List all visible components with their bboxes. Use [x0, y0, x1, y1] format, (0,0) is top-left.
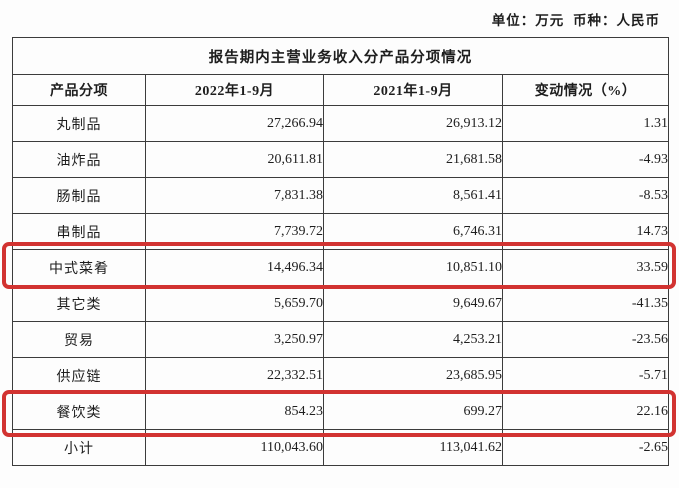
product-label: 肠制品 [12, 177, 146, 214]
change-percent: -8.53 [502, 177, 669, 214]
revenue-breakdown-table: 报告期内主营业务收入分产品分项情况 产品分项 2022年1-9月 2021年1-… [12, 37, 669, 466]
value-2022: 20,611.81 [145, 141, 324, 178]
value-2021: 26,913.12 [323, 105, 503, 142]
table-row: 油炸品 20,611.81 21,681.58 -4.93 [12, 141, 669, 178]
table-row: 串制品 7,739.72 6,746.31 14.73 [12, 213, 669, 250]
value-2021: 113,041.62 [323, 429, 503, 466]
product-label: 油炸品 [12, 141, 146, 178]
value-2022: 14,496.34 [145, 249, 324, 286]
change-percent: -41.35 [502, 285, 669, 322]
value-2022: 7,739.72 [145, 213, 324, 250]
change-percent: 14.73 [502, 213, 669, 250]
table-title: 报告期内主营业务收入分产品分项情况 [12, 37, 669, 75]
value-2021: 9,649.67 [323, 285, 503, 322]
change-percent: 22.16 [502, 393, 669, 430]
value-2021: 23,685.95 [323, 357, 503, 394]
value-2021: 10,851.10 [323, 249, 503, 286]
change-percent: -5.71 [502, 357, 669, 394]
column-header-product: 产品分项 [12, 74, 146, 106]
column-header-change: 变动情况（%） [502, 74, 669, 106]
table-row: 丸制品 27,266.94 26,913.12 1.31 [12, 105, 669, 142]
value-2022: 5,659.70 [145, 285, 324, 322]
column-header-2022: 2022年1-9月 [145, 74, 324, 106]
table-row: 肠制品 7,831.38 8,561.41 -8.53 [12, 177, 669, 214]
value-2021: 6,746.31 [323, 213, 503, 250]
table-row: 贸易 3,250.97 4,253.21 -23.56 [12, 321, 669, 358]
product-label: 餐饮类 [12, 393, 146, 430]
value-2021: 21,681.58 [323, 141, 503, 178]
unit-currency-label: 单位：万元 币种：人民币 [491, 13, 660, 28]
product-label: 贸易 [12, 321, 146, 358]
product-label: 其它类 [12, 285, 146, 322]
table-row-subtotal: 小计 110,043.60 113,041.62 -2.65 [12, 429, 669, 466]
value-2021: 699.27 [323, 393, 503, 430]
value-2022: 22,332.51 [145, 357, 324, 394]
change-percent: -2.65 [502, 429, 669, 466]
product-label: 丸制品 [12, 105, 146, 142]
column-header-2021: 2021年1-9月 [323, 74, 503, 106]
value-2021: 4,253.21 [323, 321, 503, 358]
change-percent: 1.31 [502, 105, 669, 142]
change-percent: 33.59 [502, 249, 669, 286]
table-row: 供应链 22,332.51 23,685.95 -5.71 [12, 357, 669, 394]
product-label: 供应链 [12, 357, 146, 394]
value-2022: 854.23 [145, 393, 324, 430]
value-2021: 8,561.41 [323, 177, 503, 214]
table-header-row: 产品分项 2022年1-9月 2021年1-9月 变动情况（%） [12, 74, 669, 106]
table-row-highlighted: 中式菜肴 14,496.34 10,851.10 33.59 [12, 249, 669, 286]
change-percent: -23.56 [502, 321, 669, 358]
change-percent: -4.93 [502, 141, 669, 178]
table-title-row: 报告期内主营业务收入分产品分项情况 [12, 37, 669, 75]
table-row: 其它类 5,659.70 9,649.67 -41.35 [12, 285, 669, 322]
table-row-highlighted: 餐饮类 854.23 699.27 22.16 [12, 393, 669, 430]
value-2022: 27,266.94 [145, 105, 324, 142]
product-label: 小计 [12, 429, 146, 466]
product-label: 串制品 [12, 213, 146, 250]
product-label: 中式菜肴 [12, 249, 146, 286]
value-2022: 110,043.60 [145, 429, 324, 466]
value-2022: 7,831.38 [145, 177, 324, 214]
value-2022: 3,250.97 [145, 321, 324, 358]
